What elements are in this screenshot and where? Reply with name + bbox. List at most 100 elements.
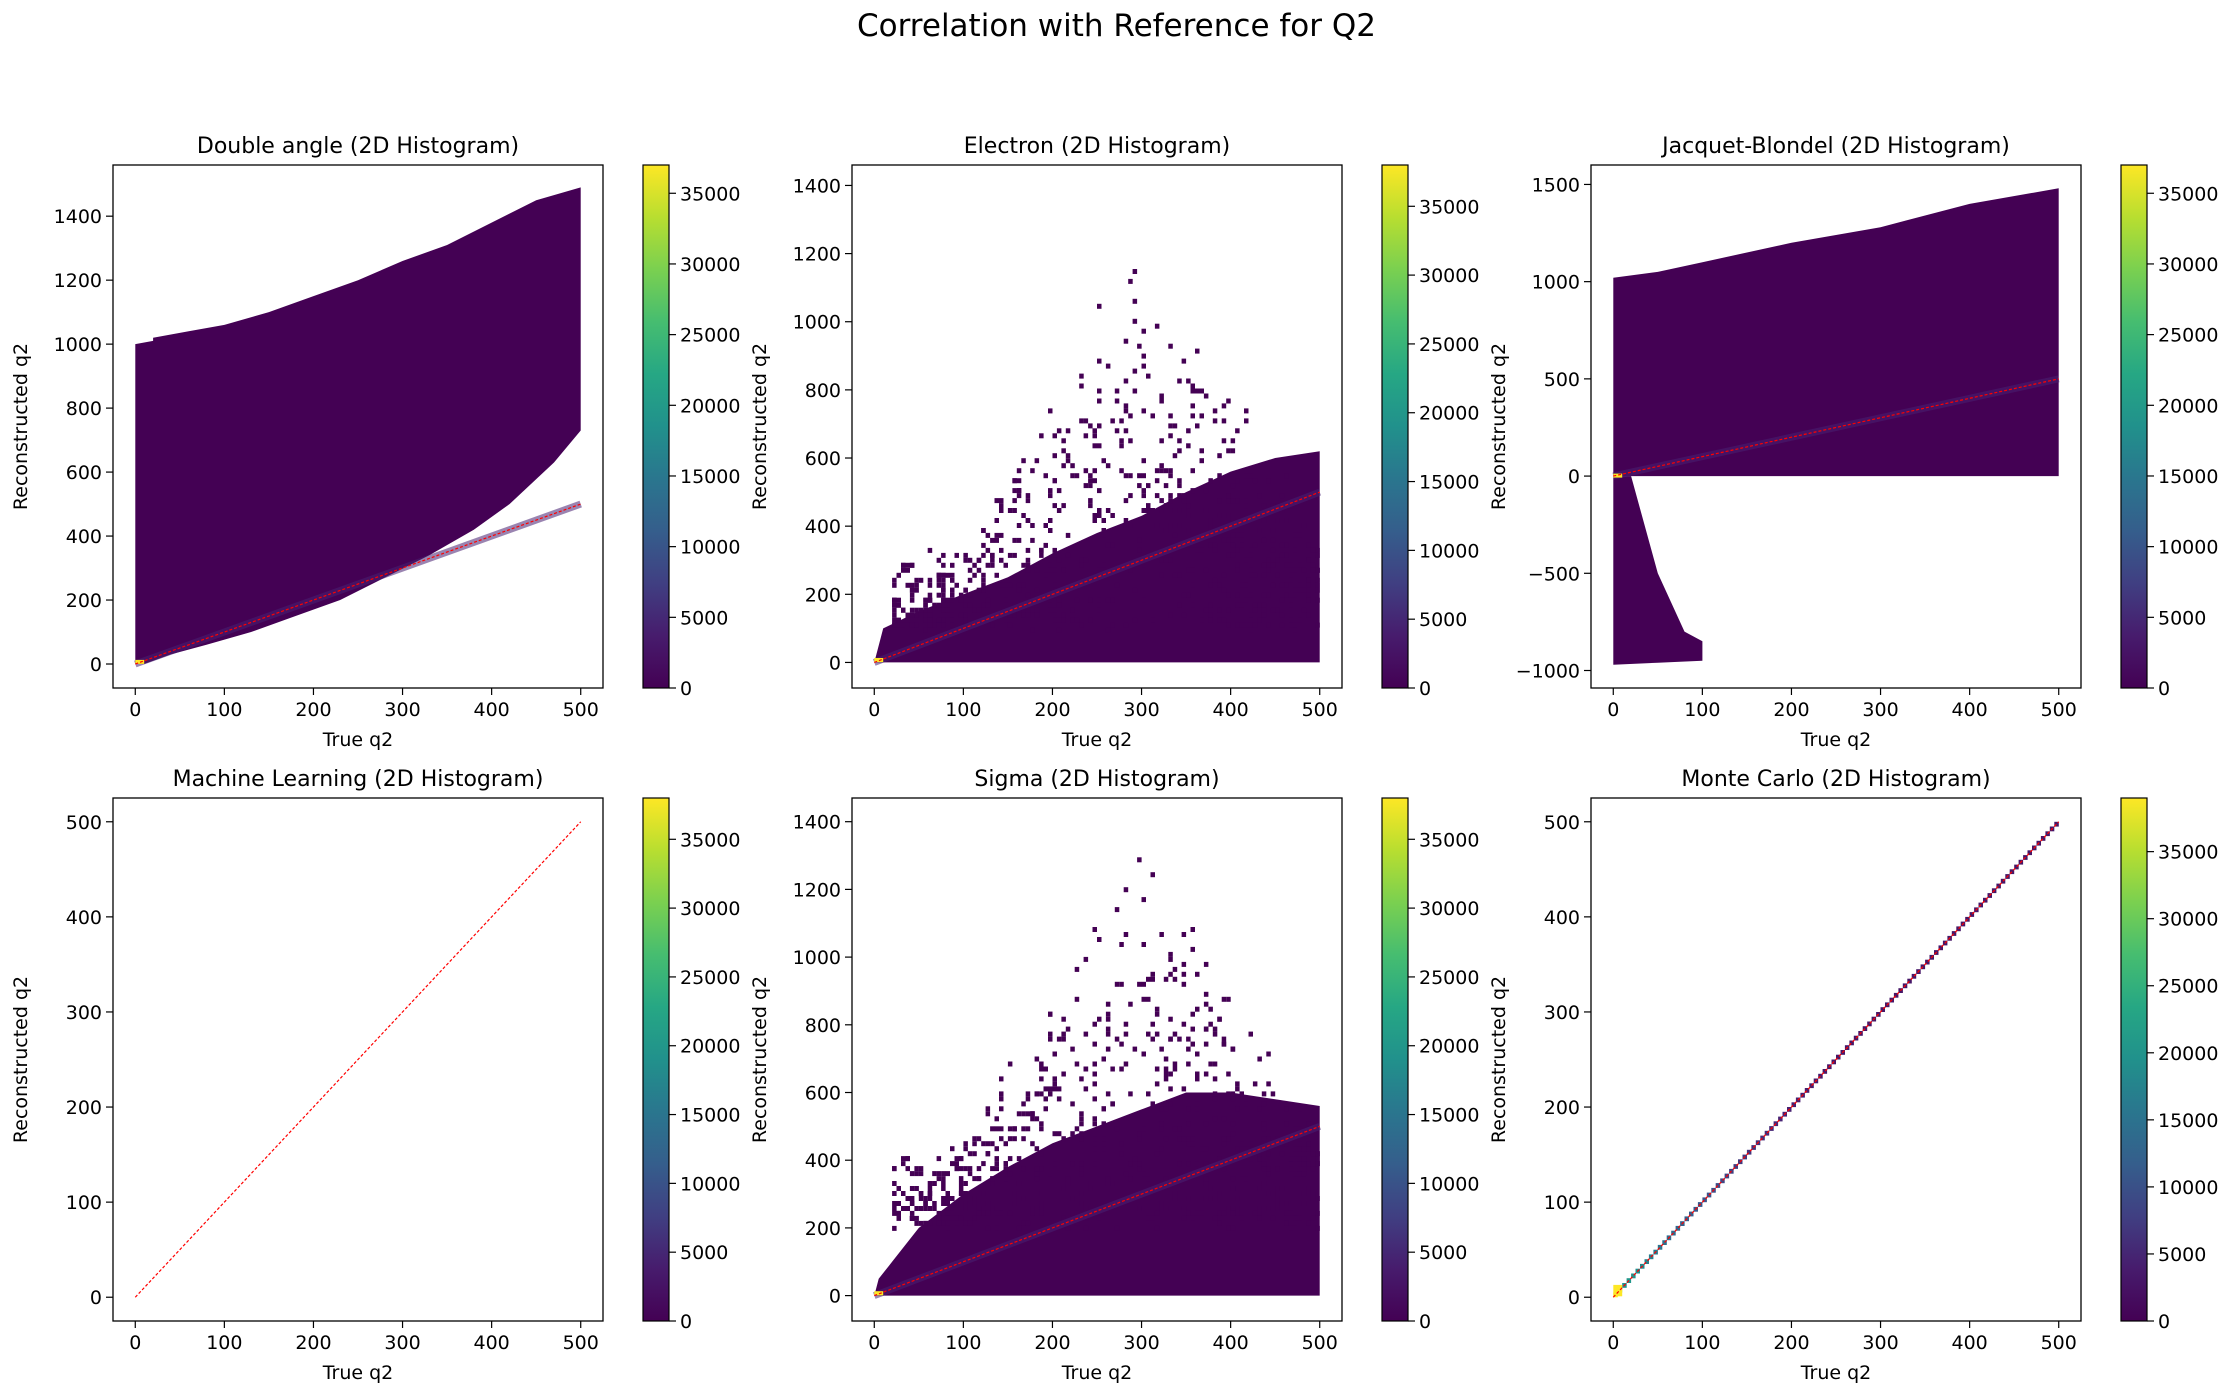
histogram-bin — [1186, 503, 1191, 509]
y-tick-label: 1000 — [793, 947, 841, 969]
histogram-bin — [1301, 1201, 1307, 1206]
histogram-bin — [1301, 607, 1307, 613]
histogram-bin — [1203, 567, 1209, 573]
histogram-bin — [909, 1196, 915, 1201]
histogram-bin — [1306, 557, 1311, 563]
histogram-bin — [1154, 1066, 1160, 1072]
histogram-bin — [1092, 443, 1097, 449]
histogram-bin — [1226, 1225, 1231, 1231]
histogram-bin — [1048, 607, 1053, 613]
histogram-bin — [1203, 1196, 1209, 1201]
histogram-bin — [932, 1171, 937, 1177]
histogram-bin — [1128, 1001, 1133, 1007]
histogram-bin — [1306, 1141, 1311, 1147]
plot-area — [1612, 188, 2060, 665]
histogram-bin — [1168, 1101, 1173, 1107]
histogram-bin — [1221, 438, 1227, 444]
histogram-bin — [1074, 1126, 1080, 1132]
histogram-bin — [1056, 557, 1062, 563]
colorbar-tick-label: 15000 — [2158, 1110, 2218, 1132]
histogram-bin — [1159, 498, 1164, 504]
histogram-bin — [1119, 418, 1124, 424]
histogram-bin — [1195, 1076, 1200, 1082]
histogram-bin — [1190, 946, 1195, 952]
histogram-bin — [976, 567, 982, 573]
colorbar-tick-label: 0 — [1419, 678, 1431, 700]
histogram-bin — [1141, 562, 1146, 568]
histogram-bin — [1190, 1026, 1195, 1032]
histogram-bin — [999, 1201, 1004, 1206]
histogram-bin — [1662, 1240, 1667, 1245]
histogram-bin — [950, 1210, 955, 1216]
histogram-bin — [945, 607, 950, 613]
histogram-bin — [1150, 1181, 1155, 1186]
histogram-bin — [936, 1171, 942, 1177]
histogram-bin — [1279, 508, 1285, 513]
colorbar-tick-label: 25000 — [1419, 334, 1479, 356]
histogram-bin — [1097, 423, 1102, 429]
histogram-bin — [1025, 592, 1031, 598]
histogram-bin — [1951, 931, 1957, 936]
histogram-bin — [1297, 1215, 1302, 1221]
histogram-bin — [1065, 1026, 1071, 1032]
histogram-bin — [1270, 1191, 1276, 1196]
histogram-bin — [1128, 1161, 1133, 1167]
histogram-bin — [1025, 557, 1031, 563]
histogram-bin — [1092, 1041, 1097, 1047]
histogram-bin — [1186, 378, 1191, 384]
histogram-bin — [985, 532, 991, 538]
histogram-bin — [1039, 1206, 1044, 1211]
histogram-bin — [1021, 612, 1026, 618]
histogram-bin — [1764, 1130, 1770, 1136]
histogram-bin — [927, 1206, 933, 1211]
histogram-bin — [1177, 448, 1182, 454]
histogram-bin — [1279, 1151, 1285, 1157]
histogram-peak-bin — [1613, 1284, 1623, 1297]
histogram-bin — [1221, 1210, 1227, 1216]
histogram-bin — [1007, 1136, 1013, 1142]
histogram-bin — [1862, 1026, 1868, 1031]
histogram-bin — [1172, 1196, 1178, 1201]
histogram-bin — [1101, 1210, 1106, 1216]
histogram-bin — [1061, 612, 1066, 618]
axes-frame — [1590, 164, 2082, 689]
histogram-bin — [963, 1191, 968, 1196]
histogram-bin — [1235, 622, 1240, 628]
histogram-bin — [918, 1206, 924, 1211]
histogram-bin — [1079, 562, 1084, 568]
histogram-bin — [1159, 1106, 1164, 1112]
histogram-bin — [909, 1210, 915, 1216]
histogram-bin — [972, 1215, 977, 1221]
histogram-bin — [967, 1171, 973, 1177]
colorbar-tick-label: 20000 — [680, 1036, 740, 1058]
histogram-bin — [1163, 557, 1169, 563]
histogram-bin — [1310, 562, 1316, 568]
histogram-bin — [1177, 572, 1182, 578]
histogram-bin — [1212, 418, 1218, 424]
histogram-bin — [941, 622, 946, 628]
histogram-bin — [1092, 478, 1097, 484]
histogram-bin — [1034, 1171, 1040, 1177]
histogram-bin — [976, 587, 982, 593]
histogram-bin — [1039, 1066, 1044, 1072]
histogram-bin — [1021, 1220, 1026, 1226]
histogram-bin — [896, 617, 901, 623]
histogram-bin — [941, 592, 946, 598]
histogram-bin — [1092, 428, 1097, 434]
histogram-bin — [1275, 1186, 1280, 1191]
histogram-bin — [1257, 1156, 1262, 1162]
histogram-bin — [1293, 587, 1298, 593]
histogram-bin — [999, 547, 1004, 553]
histogram-bin — [923, 617, 928, 623]
histogram-bin — [905, 1196, 910, 1201]
histogram-bin — [1195, 1006, 1200, 1012]
histogram-bin — [950, 577, 955, 583]
histogram-bin — [1150, 413, 1155, 419]
y-tick-label: 400 — [1544, 907, 1580, 929]
histogram-bin — [1052, 567, 1057, 573]
histogram-bin — [1043, 1106, 1048, 1112]
histogram-peak-bin — [874, 658, 884, 663]
histogram-bin — [1689, 1211, 1694, 1217]
histogram-bin — [1070, 1131, 1075, 1137]
histogram-bin — [1061, 503, 1066, 509]
